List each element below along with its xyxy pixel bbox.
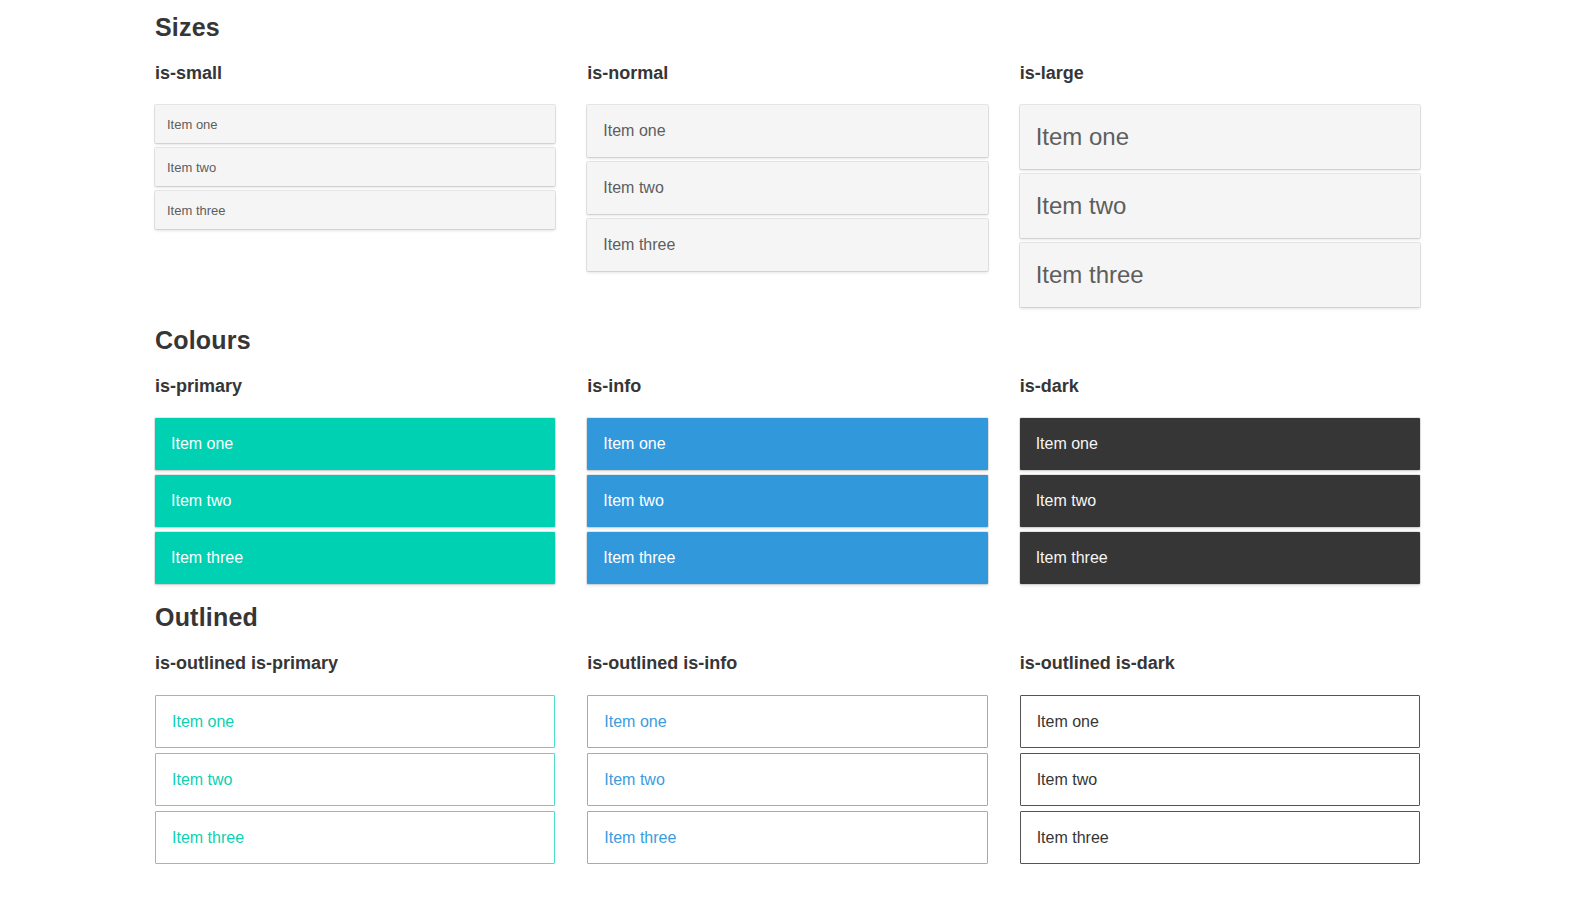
list-item[interactable]: Item one bbox=[587, 105, 987, 157]
list-is-small: Item one Item two Item three bbox=[155, 105, 555, 229]
group-label-is-normal: is-normal bbox=[587, 63, 987, 84]
group-is-small: is-small Item one Item two Item three bbox=[155, 63, 555, 229]
list-group-demo-page: Sizes is-small Item one Item two Item th… bbox=[0, 0, 1595, 864]
group-label-is-large: is-large bbox=[1020, 63, 1420, 84]
group-label-outlined-primary: is-outlined is-primary bbox=[155, 653, 555, 674]
list-item[interactable]: Item three bbox=[1020, 811, 1420, 864]
group-is-dark: is-dark Item one Item two Item three bbox=[1020, 376, 1420, 584]
list-item[interactable]: Item two bbox=[587, 475, 987, 527]
list-item[interactable]: Item one bbox=[587, 695, 987, 748]
list-item[interactable]: Item three bbox=[587, 811, 987, 864]
list-item[interactable]: Item one bbox=[1020, 418, 1420, 470]
section-title-sizes: Sizes bbox=[155, 14, 1420, 41]
list-item[interactable]: Item two bbox=[1020, 475, 1420, 527]
outlined-grid: is-outlined is-primary Item one Item two… bbox=[155, 653, 1420, 864]
list-item[interactable]: Item three bbox=[155, 532, 555, 584]
list-item[interactable]: Item three bbox=[587, 532, 987, 584]
list-is-dark: Item one Item two Item three bbox=[1020, 418, 1420, 584]
list-item[interactable]: Item two bbox=[155, 148, 555, 186]
list-item[interactable]: Item one bbox=[1020, 695, 1420, 748]
list-item[interactable]: Item one bbox=[1020, 105, 1420, 169]
list-item[interactable]: Item one bbox=[155, 695, 555, 748]
list-item[interactable]: Item two bbox=[155, 753, 555, 806]
group-is-info: is-info Item one Item two Item three bbox=[587, 376, 987, 584]
list-outlined-info: Item one Item two Item three bbox=[587, 695, 987, 864]
list-item[interactable]: Item three bbox=[155, 191, 555, 229]
group-is-large: is-large Item one Item two Item three bbox=[1020, 63, 1420, 307]
group-label-is-dark: is-dark bbox=[1020, 376, 1420, 397]
list-item[interactable]: Item two bbox=[155, 475, 555, 527]
sizes-grid: is-small Item one Item two Item three is… bbox=[155, 63, 1420, 307]
section-colours: Colours is-primary Item one Item two Ite… bbox=[155, 327, 1420, 584]
list-item[interactable]: Item three bbox=[1020, 243, 1420, 307]
list-item[interactable]: Item three bbox=[155, 811, 555, 864]
list-item[interactable]: Item one bbox=[155, 418, 555, 470]
group-label-outlined-dark: is-outlined is-dark bbox=[1020, 653, 1420, 674]
group-label-is-small: is-small bbox=[155, 63, 555, 84]
list-is-normal: Item one Item two Item three bbox=[587, 105, 987, 271]
group-outlined-info: is-outlined is-info Item one Item two It… bbox=[587, 653, 987, 864]
list-is-primary: Item one Item two Item three bbox=[155, 418, 555, 584]
list-item[interactable]: Item three bbox=[1020, 532, 1420, 584]
section-outlined: Outlined is-outlined is-primary Item one… bbox=[155, 604, 1420, 864]
group-label-outlined-info: is-outlined is-info bbox=[587, 653, 987, 674]
list-item[interactable]: Item three bbox=[587, 219, 987, 271]
list-item[interactable]: Item one bbox=[155, 105, 555, 143]
section-title-outlined: Outlined bbox=[155, 604, 1420, 631]
list-item[interactable]: Item two bbox=[587, 753, 987, 806]
section-title-colours: Colours bbox=[155, 327, 1420, 354]
group-is-primary: is-primary Item one Item two Item three bbox=[155, 376, 555, 584]
group-outlined-primary: is-outlined is-primary Item one Item two… bbox=[155, 653, 555, 864]
list-is-large: Item one Item two Item three bbox=[1020, 105, 1420, 307]
group-is-normal: is-normal Item one Item two Item three bbox=[587, 63, 987, 271]
list-outlined-primary: Item one Item two Item three bbox=[155, 695, 555, 864]
list-item[interactable]: Item two bbox=[1020, 174, 1420, 238]
section-sizes: Sizes is-small Item one Item two Item th… bbox=[155, 14, 1420, 307]
group-outlined-dark: is-outlined is-dark Item one Item two It… bbox=[1020, 653, 1420, 864]
list-is-info: Item one Item two Item three bbox=[587, 418, 987, 584]
list-item[interactable]: Item two bbox=[587, 162, 987, 214]
group-label-is-primary: is-primary bbox=[155, 376, 555, 397]
list-item[interactable]: Item two bbox=[1020, 753, 1420, 806]
list-item[interactable]: Item one bbox=[587, 418, 987, 470]
colours-grid: is-primary Item one Item two Item three … bbox=[155, 376, 1420, 584]
group-label-is-info: is-info bbox=[587, 376, 987, 397]
list-outlined-dark: Item one Item two Item three bbox=[1020, 695, 1420, 864]
